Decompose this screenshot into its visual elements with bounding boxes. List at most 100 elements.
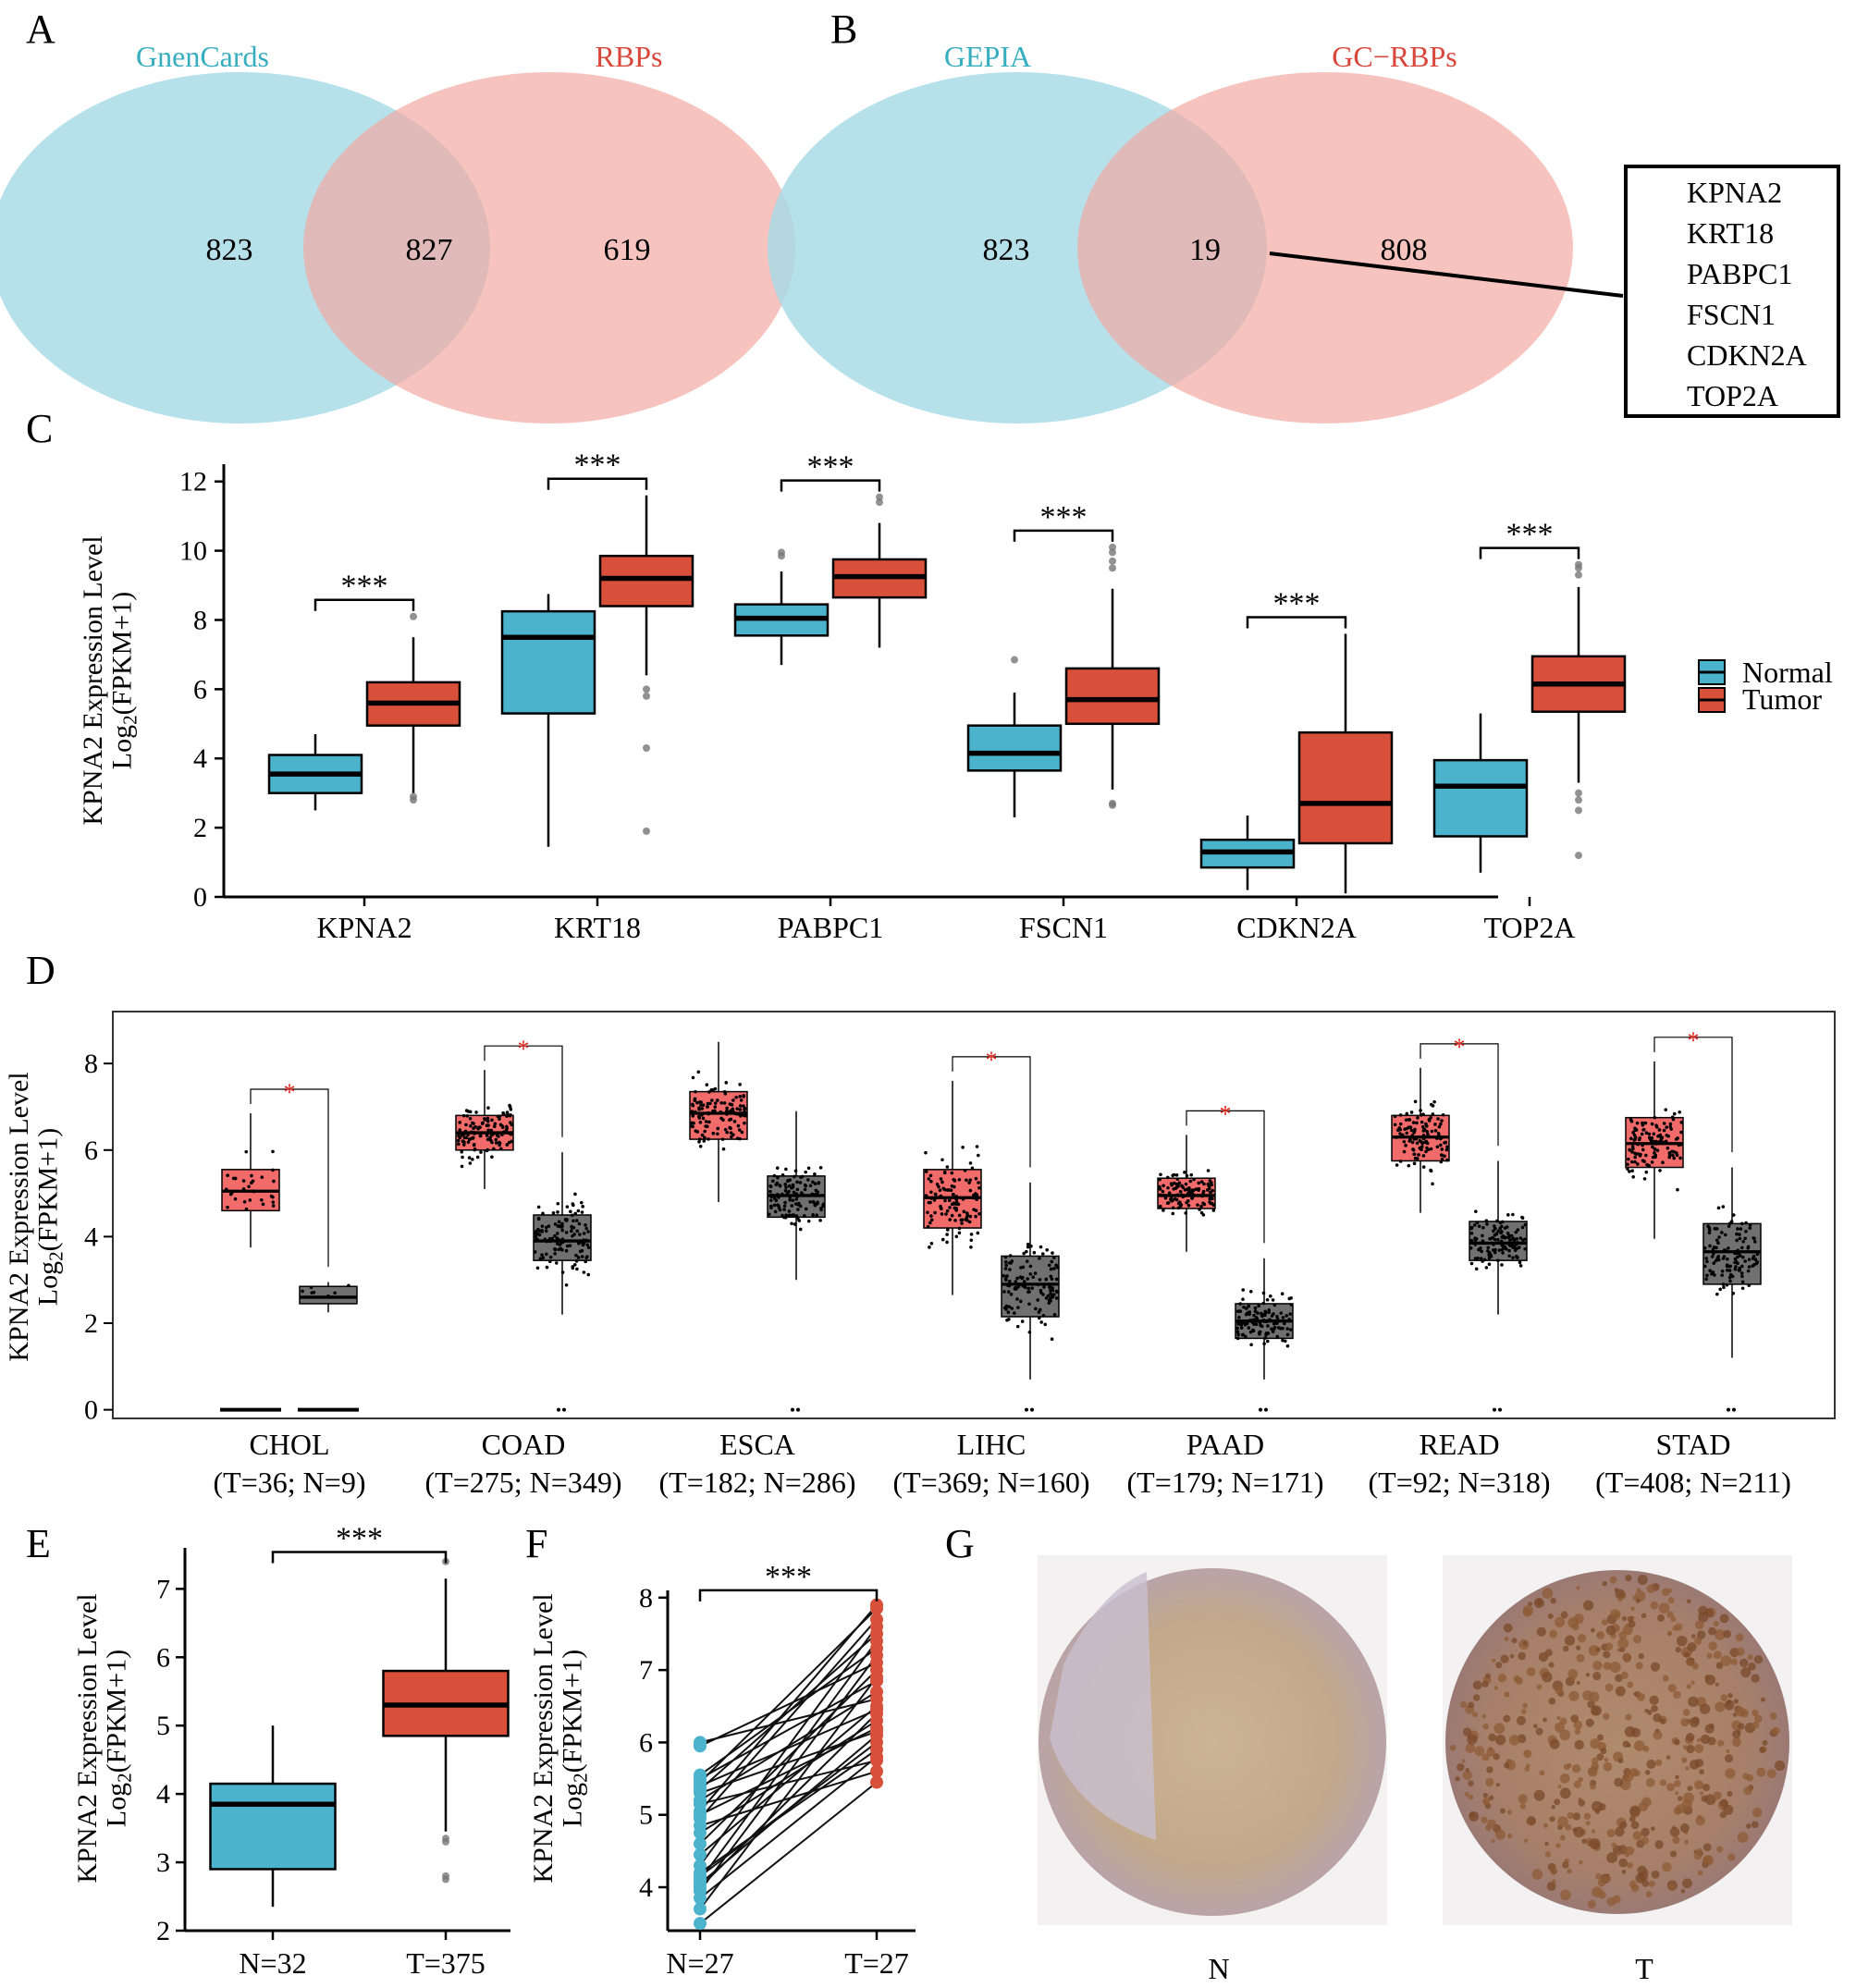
jitter-point [733,1111,738,1116]
significance-label: *** [1040,500,1088,534]
jitter-point [929,1214,933,1218]
stain-spot [1650,1601,1659,1610]
jitter-point [584,1259,587,1264]
jitter-point [1010,1259,1014,1263]
jitter-point [1469,1226,1474,1231]
jitter-point [1445,1158,1449,1162]
jitter-point [1267,1310,1272,1315]
stain-spot [1602,1580,1607,1587]
jitter-point [1734,1249,1739,1254]
jitter-point [1170,1194,1174,1198]
jitter-point [1629,1136,1633,1141]
jitter-point [541,1256,546,1260]
pair-line [699,1741,878,1878]
jitter-point [949,1188,953,1192]
stain-spot [1472,1712,1479,1718]
jitter-point [948,1218,953,1221]
jitter-point [461,1139,465,1144]
y-tick-label: 2 [156,1916,170,1946]
jitter-point [559,1246,563,1251]
jitter-point [1287,1296,1292,1301]
stain-spot [1568,1690,1579,1701]
stain-spot [1674,1739,1680,1746]
jitter-point [804,1170,807,1174]
jitter-point [725,1112,729,1116]
jitter-point [586,1272,591,1277]
jitter-point [1731,1291,1736,1295]
stain-spot [1753,1654,1764,1664]
stain-spot [1708,1723,1715,1729]
jitter-point [1665,1125,1668,1129]
stain-spot [1699,1769,1705,1775]
jitter-point [1003,1260,1008,1264]
stain-spot [1670,1616,1677,1623]
jitter-point [570,1213,574,1218]
jitter-point [965,1215,969,1220]
jitter-point [1241,1288,1246,1292]
jitter-point [1253,1309,1258,1313]
jitter-point [1054,1277,1059,1282]
jitter-point [1626,1157,1630,1161]
jitter-point [1736,1227,1739,1231]
normal-point [694,1847,707,1861]
jitter-point [1721,1205,1726,1209]
jitter-point [1161,1189,1165,1194]
jitter-point [731,1098,735,1102]
stain-spot [1694,1620,1704,1630]
jitter-point [557,1237,560,1242]
tumor-FSCN1-outlier [1109,548,1116,557]
y-tick-label: 5 [156,1711,170,1741]
jitter-point [972,1195,977,1199]
jitter-point [707,1111,711,1115]
jitter-point [961,1197,965,1201]
tumor-KPNA2-outlier [410,612,417,620]
jitter-point [1472,1223,1477,1227]
jitter-point [1725,1282,1729,1287]
jitter-point [1679,1130,1683,1135]
stain-spot [1680,1888,1686,1894]
jitter-point [1237,1316,1241,1319]
stain-spot [1546,1881,1556,1891]
jitter-point [944,1212,948,1216]
stain-spot [1632,1831,1642,1841]
jitter-point [933,1192,938,1196]
jitter-point [932,1198,937,1202]
jitter-point [1393,1114,1397,1119]
jitter-point [790,1221,793,1226]
jitter-point [716,1126,720,1131]
jitter-point [560,1221,564,1226]
jitter-point [1643,1121,1648,1125]
tumor-FSCN1-outlier [1109,799,1116,807]
jitter-point [509,1132,513,1136]
stain-spot [1665,1755,1671,1760]
panel-label-e: E [26,1521,51,1566]
jitter-point [1713,1273,1716,1277]
jitter-point [795,1194,800,1198]
stain-spot [1686,1684,1691,1689]
jitter-point [464,1109,469,1112]
jitter-point [1720,1273,1724,1277]
significance-label: * [1220,1100,1232,1127]
jitter-point [1641,1121,1644,1125]
gene-list-item: FSCN1 [1687,298,1776,331]
jitter-point [728,1110,732,1113]
jitter-point [465,1113,470,1118]
jitter-point [970,1166,975,1171]
jitter-point [271,1200,276,1204]
stain-spot [1485,1673,1491,1679]
jitter-point [1641,1143,1644,1147]
jitter-point [248,1198,252,1202]
jitter-point [1728,1279,1732,1283]
jitter-point [698,1100,702,1104]
jitter-point [1002,1290,1006,1294]
tumor-TOP2A-outlier [1575,571,1582,579]
stain-spot [1693,1851,1702,1860]
stain-spot [1500,1654,1509,1663]
stain-spot [1673,1807,1682,1815]
stain-spot [1672,1625,1678,1631]
jitter-point [1027,1330,1032,1334]
jitter-point [1174,1183,1179,1186]
jitter-point [558,1224,562,1228]
y-tick-label: 2 [84,1308,98,1339]
tumor-FSCN1-outlier [1109,564,1116,572]
